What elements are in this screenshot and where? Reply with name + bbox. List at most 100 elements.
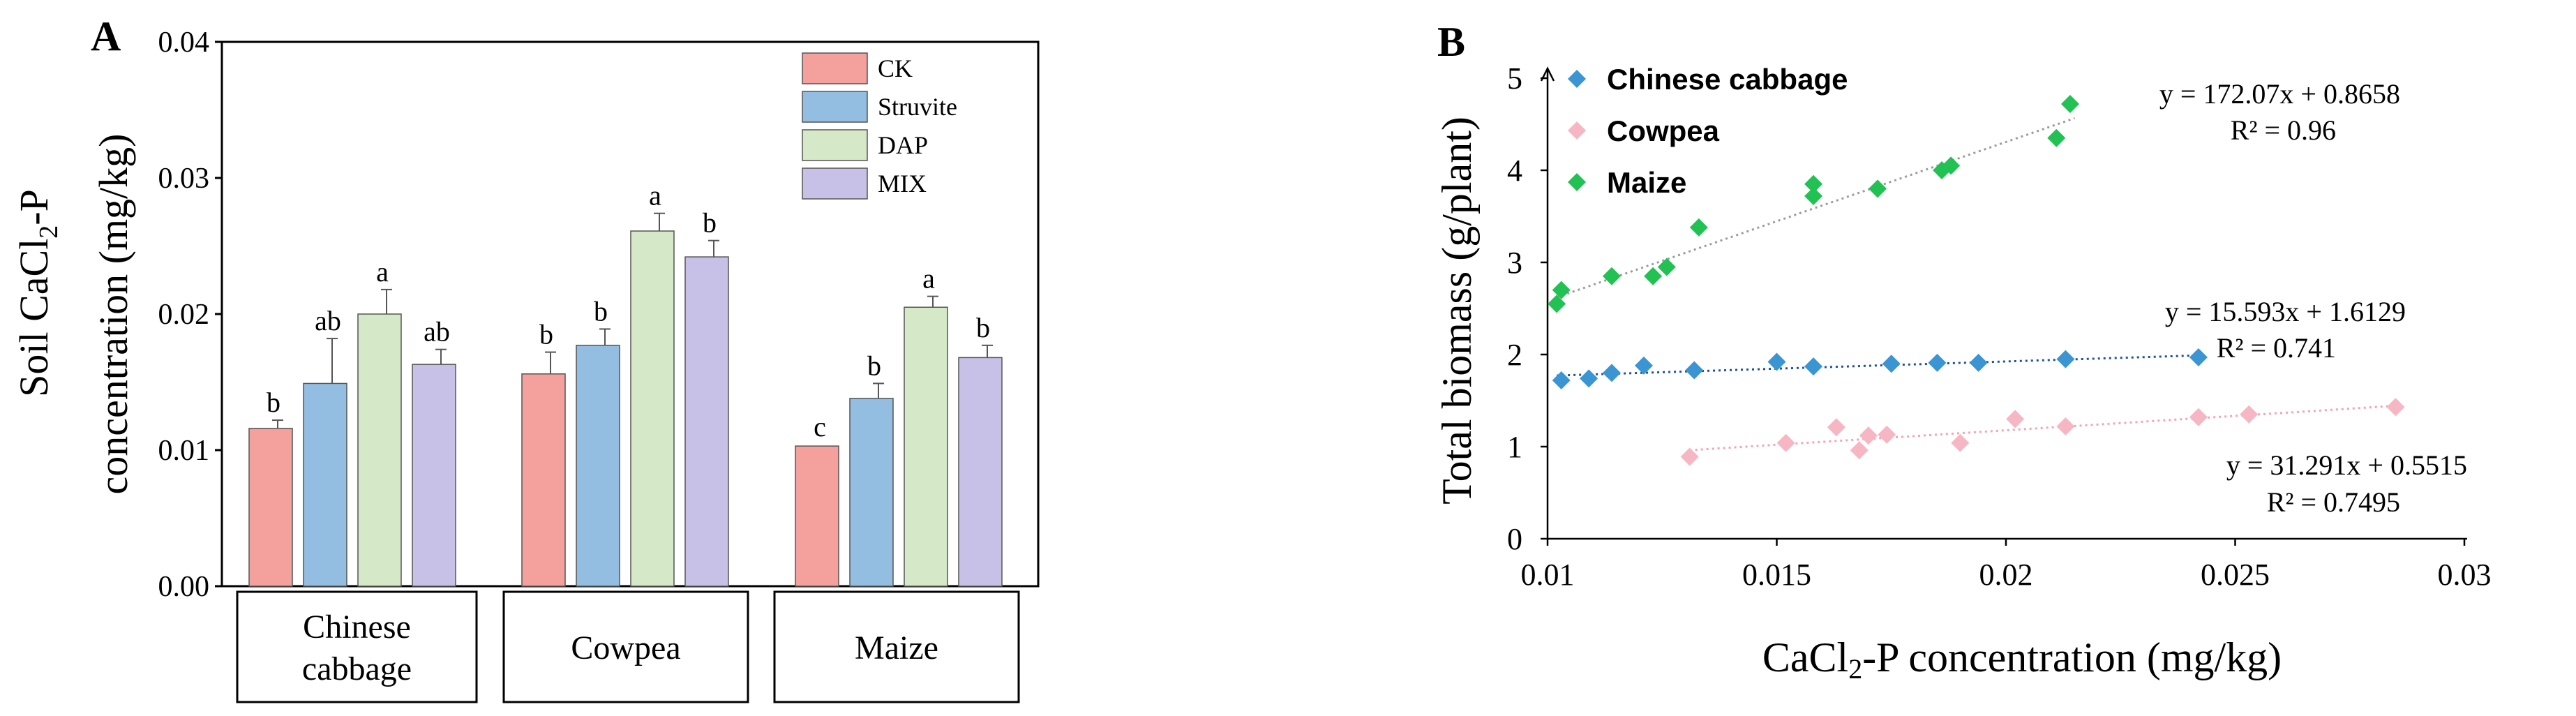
legend-marker-maize <box>1568 173 1586 191</box>
significance-letter: b <box>867 350 881 381</box>
panel-a-y-label-line1: Soil CaCl2-P <box>11 189 63 397</box>
bar-mix-0 <box>412 364 456 587</box>
point-maize <box>1657 258 1676 276</box>
point-chinese-cabbage <box>1685 361 1704 380</box>
legend-label-dap: DAP <box>878 131 928 159</box>
panel-b-x-tick-label: 0.02 <box>1979 558 2033 592</box>
bar-ck-1 <box>521 373 566 587</box>
point-cowpea <box>1850 441 1869 460</box>
point-cowpea <box>1859 426 1878 445</box>
point-maize <box>1689 218 1708 237</box>
point-chinese-cabbage <box>1602 364 1621 382</box>
panel-b-y-tick-label: 1 <box>1507 430 1522 464</box>
panel-b-y-tick-label: 4 <box>1507 154 1522 188</box>
bar-ck-0 <box>248 428 293 587</box>
significance-letter: a <box>922 263 935 294</box>
bar-mix-1 <box>684 256 729 587</box>
point-maize <box>2047 128 2066 147</box>
group-label: Cowpea <box>571 629 680 666</box>
significance-letter: b <box>267 387 280 418</box>
panel-a-legend: CK Struvite DAP MIX <box>802 52 957 200</box>
panel-b-y-tick-label: 0 <box>1507 522 1522 556</box>
bar-ck-2 <box>795 445 839 587</box>
r-squared-chinese-cabbage: R² = 0.741 <box>2217 332 2336 364</box>
r-squared-maize: R² = 0.96 <box>2231 114 2336 146</box>
point-chinese-cabbage <box>2056 350 2075 368</box>
panel-b-scatter-chart: B 0.01 0.015 0.02 0.025 0.03 0 1 2 3 4 5 Chinese c… <box>1434 19 2492 685</box>
panel-b-axis-labels: Total biomass (g/plant) CaCl2-P concentra… <box>1434 117 2282 685</box>
panel-b-points <box>1548 94 2405 466</box>
legend-marker-chinese-cabbage <box>1568 70 1586 88</box>
equation-cowpea: y = 31.291x + 0.5515 <box>2226 449 2467 481</box>
panel-a-y-label-line2: concentration (mg/kg) <box>91 134 136 495</box>
equation-maize: y = 172.07x + 0.8658 <box>2159 78 2400 110</box>
panel-b-y-tick-label: 2 <box>1507 338 1522 372</box>
panel-a-label: A <box>91 13 121 59</box>
point-chinese-cabbage <box>1804 357 1823 376</box>
significance-letter: c <box>814 411 826 442</box>
panel-b-x-tick-label: 0.025 <box>2201 558 2270 592</box>
significance-letter: a <box>376 256 389 288</box>
panel-b-y-tick-label: 3 <box>1507 246 1522 280</box>
point-chinese-cabbage <box>1552 371 1571 389</box>
point-cowpea <box>1776 433 1795 452</box>
group-label: cabbage <box>302 650 412 687</box>
panel-b-x-tick-label: 0.01 <box>1521 558 1575 592</box>
point-maize <box>1804 174 1823 193</box>
group-label-box <box>236 590 478 703</box>
equation-chinese-cabbage: y = 15.593x + 1.6129 <box>2165 296 2406 327</box>
legend-swatch-dap <box>802 129 868 161</box>
panel-a-y-tick-label: 0.02 <box>158 299 210 331</box>
group-label: Maize <box>855 629 938 666</box>
r-squared-cowpea: R² = 0.7495 <box>2267 486 2400 518</box>
legend-label-struvite: Struvite <box>878 93 957 121</box>
panel-b-x-tick-label: 0.03 <box>2438 558 2492 592</box>
point-maize <box>1804 186 1823 205</box>
panel-a-y-tick-label: 0.00 <box>158 571 210 603</box>
significance-letter: ab <box>315 305 341 336</box>
point-chinese-cabbage <box>1580 369 1598 388</box>
point-maize <box>2060 94 2079 113</box>
point-cowpea <box>1680 447 1699 466</box>
panel-b-label: B <box>1437 19 1465 65</box>
panel-b-y-axis-arrow <box>1540 66 1555 82</box>
significance-letter: b <box>976 312 990 343</box>
panel-a-bars: b b c ab b b a a a ab b b <box>248 180 1003 587</box>
legend-marker-cowpea <box>1568 121 1586 140</box>
trendline-chinese-cabbage <box>1557 354 2203 377</box>
legend-label-chinese-cabbage: Chinese cabbage <box>1607 63 1848 96</box>
legend-swatch-mix <box>802 167 868 200</box>
point-maize <box>1644 267 1663 285</box>
bar-dap-1 <box>630 230 675 587</box>
panel-a-bar-chart: A Soil CaCl2-P concentration (mg/kg) 0.00… <box>11 13 1040 703</box>
panel-b-legend: Chinese cabbage Cowpea Maize <box>1568 63 1848 199</box>
point-chinese-cabbage <box>1634 356 1653 375</box>
point-maize <box>1869 179 1887 198</box>
bar-dap-2 <box>904 306 948 587</box>
point-cowpea <box>2056 417 2075 435</box>
bar-struvite-1 <box>576 345 620 587</box>
legend-label-mix: MIX <box>878 170 927 197</box>
point-chinese-cabbage <box>1969 353 1988 372</box>
panel-a-y-ticks: 0.00 0.01 0.02 0.03 0.04 <box>158 27 222 603</box>
point-cowpea <box>2240 405 2259 424</box>
panel-b-equations: y = 15.593x + 1.6129 R² = 0.741 y = 31.291… <box>2159 78 2467 518</box>
panel-b-y-tick-label: 5 <box>1507 61 1522 96</box>
panel-b-x-tick-label: 0.015 <box>1742 558 1811 592</box>
point-cowpea <box>1878 425 1896 444</box>
trendline-maize <box>1556 117 2076 299</box>
panel-b-axes: 0.01 0.015 0.02 0.025 0.03 0 1 2 3 4 5 <box>1507 61 2492 592</box>
panel-b-y-axis-label: Total biomass (g/plant) <box>1434 117 1480 505</box>
legend-swatch-ck <box>802 52 868 84</box>
significance-letter: b <box>594 295 608 327</box>
legend-label-cowpea: Cowpea <box>1607 114 1720 147</box>
legend-swatch-struvite <box>802 91 868 123</box>
significance-letter: b <box>703 207 717 239</box>
point-maize <box>1548 294 1566 313</box>
panel-a-y-tick-label: 0.03 <box>158 163 210 195</box>
panel-b-trendlines <box>1556 117 2401 452</box>
point-chinese-cabbage <box>2189 348 2208 366</box>
point-chinese-cabbage <box>1928 353 1947 372</box>
panel-a-y-tick-label: 0.04 <box>158 27 210 59</box>
point-maize <box>1942 156 1961 175</box>
